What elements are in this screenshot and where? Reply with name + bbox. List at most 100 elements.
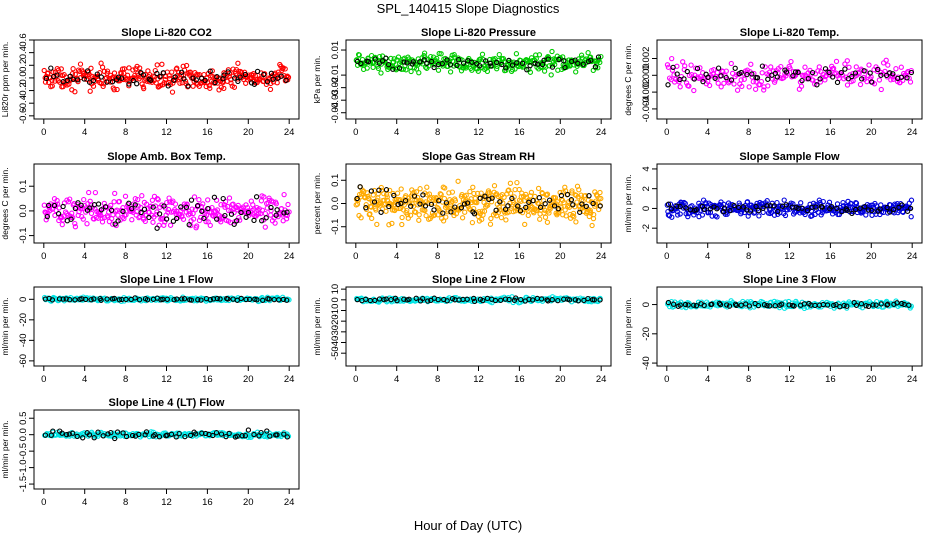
data-point [562,58,569,64]
data-point [435,67,442,73]
data-point [469,219,476,226]
data-point [417,186,423,192]
data-point [691,87,697,94]
reference-point [460,60,467,66]
reference-point [792,69,799,75]
data-point [876,77,883,83]
data-point [194,223,200,229]
data-point [686,83,692,89]
data-point [403,67,409,73]
reference-point [383,55,389,61]
reference-point [254,297,260,303]
reference-point [401,59,407,65]
data-point [491,183,498,189]
data-point [516,186,522,193]
x-tick-label: 8 [435,374,440,385]
reference-point [790,73,796,79]
data-point [778,63,784,70]
reference-point [66,431,72,437]
reference-point [242,71,249,78]
x-axis: 0 4 8 12 16 20 24 [353,366,606,385]
data-point [782,212,789,219]
reference-point [95,201,102,207]
data-point [116,198,123,205]
reference-point [98,207,105,213]
y-tick-label: 0 [641,206,652,211]
reference-point [542,201,548,207]
reference-point [179,69,185,75]
data-point [196,197,202,203]
x-tick-label: 16 [202,251,213,262]
data-point [723,68,729,74]
reference-point [401,296,407,302]
x-tick-label: 4 [705,127,710,138]
x-tick-label: 8 [123,374,128,385]
reference-point [114,429,121,435]
data-point [503,67,509,73]
reference-point [431,64,437,71]
data-point [272,220,278,226]
panel-title: Slope Li-820 Pressure [421,27,536,39]
data-point [677,211,683,217]
x-tick-label: 24 [907,127,918,138]
y-tick-label: -0.002 [641,79,652,106]
data-point [376,53,383,60]
data-point [369,215,375,222]
data-point [447,69,454,75]
reference-point [862,204,868,210]
x-tick-label: 24 [284,127,295,138]
data-point [549,62,555,68]
data-point [908,67,914,74]
x-tick-label: 12 [473,251,484,262]
data-point [728,60,734,67]
data-point [866,62,872,68]
reference-point [238,295,244,302]
reference-point [161,203,167,209]
data-point [471,205,477,212]
reference-point [487,60,493,66]
x-tick-label: 8 [123,251,128,262]
reference-point [86,432,93,438]
y-tick-label: 4 [641,166,652,171]
x-tick-label: 16 [202,497,213,508]
reference-point [421,57,427,63]
data-point [711,67,717,73]
data-point [286,209,292,215]
reference-point [592,64,599,70]
reference-point [738,302,744,308]
x-tick-label: 24 [907,374,918,385]
reference-point [63,431,70,438]
data-point [503,217,509,223]
reference-point [853,302,860,308]
data-point [88,210,95,217]
reference-point [590,200,596,207]
x-tick-label: 4 [394,374,399,385]
reference-point [50,428,56,434]
reference-point [527,62,533,69]
data-point [574,199,580,205]
x-tick-label: 4 [705,251,710,262]
reference-point [494,59,500,66]
reference-point [123,296,129,303]
reference-point [822,66,829,72]
data-point [771,212,778,218]
data-point [889,74,896,80]
reference-point [261,71,267,78]
reference-point [253,194,260,200]
x-tick-label: 0 [353,251,358,262]
y-axis: -0.6-0.4-0.20.00.20.40.6 [18,33,34,124]
data-point [258,198,265,204]
data-point [281,191,287,198]
reference-point [493,207,499,213]
data-point [669,67,676,73]
reference-point [381,296,387,303]
data-point [549,48,555,55]
data-point [155,197,161,203]
reference-point [245,427,252,433]
data-point [802,64,808,70]
reference-point [452,204,458,210]
reference-point [431,207,437,213]
x-tick-label: 20 [555,127,566,138]
x-axis: 0 4 8 12 16 20 24 [353,243,606,262]
